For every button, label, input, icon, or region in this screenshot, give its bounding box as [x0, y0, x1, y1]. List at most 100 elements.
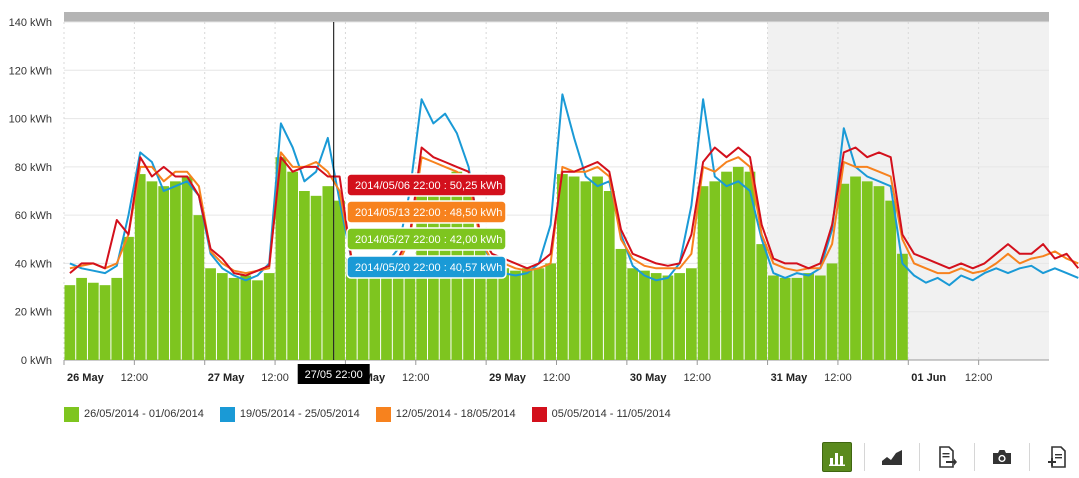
- bar: [803, 273, 814, 360]
- bar: [498, 268, 510, 360]
- tooltip-row: 2014/05/20 22:00 : 40,57 kWh: [346, 255, 507, 279]
- area-chart-button[interactable]: [877, 442, 907, 472]
- bar: [123, 236, 134, 360]
- bar: [533, 268, 545, 360]
- legend-item-week-minus-3[interactable]: 05/05/2014 - 11/05/2014: [531, 406, 671, 422]
- legend-item-current-week[interactable]: 26/05/2014 - 01/06/2014: [64, 406, 204, 422]
- bar: [732, 166, 744, 360]
- bar-chart-icon: [829, 453, 845, 466]
- bar: [345, 258, 357, 360]
- x-tick-label: 12:00: [261, 372, 289, 384]
- bar: [170, 181, 181, 360]
- add-document-icon: [1048, 446, 1066, 468]
- tooltip-row-box: [346, 227, 507, 251]
- bar: [897, 253, 908, 360]
- bar: [134, 174, 146, 360]
- bar: [228, 277, 240, 360]
- bar: [674, 273, 685, 360]
- area-chart-icon: [882, 450, 902, 465]
- navigator-bar: [64, 12, 1049, 22]
- y-tick-label: 80 kWh: [15, 162, 52, 174]
- toolbar-separator: [864, 443, 865, 471]
- camera-icon: [993, 450, 1011, 464]
- x-tick-label: 12:00: [543, 372, 571, 384]
- legend-swatch: [375, 406, 391, 422]
- tooltip-row-box: [346, 200, 507, 224]
- legend-swatch: [64, 406, 79, 422]
- x-tick-label: 12:00: [965, 372, 993, 384]
- bar: [474, 234, 486, 360]
- x-tick-label: 12:00: [824, 372, 852, 384]
- bar: [240, 275, 252, 360]
- bar: [545, 263, 556, 360]
- bar: [756, 244, 768, 360]
- bar: [873, 186, 885, 360]
- tooltip-row-label: 2014/05/20 22:00 : 40,57 kWh: [355, 262, 502, 274]
- tooltip-row-box: [346, 173, 507, 197]
- bar: [369, 268, 381, 360]
- bar: [721, 171, 732, 360]
- energy-chart: 0 kWh 20 kWh 40 kWh 60 kWh 80 kWh 100 kWh 120 …: [9, 12, 1079, 384]
- tooltip-row: 2014/05/13 22:00 : 48,50 kWh: [346, 200, 507, 224]
- bar: [381, 270, 392, 360]
- bar: [263, 273, 275, 360]
- x-tick-label: 30 May: [630, 372, 668, 384]
- x-tick-label: 26 May: [67, 372, 105, 384]
- add-document-button[interactable]: [1042, 442, 1072, 472]
- legend-item-week-minus-1[interactable]: 19/05/2014 - 25/05/2014: [219, 406, 360, 422]
- x-tick-label: 12:00: [121, 372, 149, 384]
- x-tick-label: 29 May: [489, 372, 527, 384]
- y-tick-label: 40 kWh: [15, 258, 52, 270]
- x-tick-label: 12:00: [402, 372, 430, 384]
- tooltip-row-label: 2014/05/13 22:00 : 48,50 kWh: [355, 207, 502, 219]
- bar: [557, 174, 568, 360]
- camera-button[interactable]: [987, 442, 1017, 472]
- y-tick-label: 140 kWh: [9, 17, 52, 29]
- y-tick-label: 20 kWh: [15, 307, 52, 319]
- bar: [744, 171, 756, 360]
- bar: [322, 186, 334, 360]
- bar: [639, 270, 650, 360]
- toolbar-separator: [1029, 443, 1030, 471]
- x-tick-label: 31 May: [771, 372, 809, 384]
- bar: [791, 277, 803, 360]
- bar: [404, 261, 416, 360]
- bar: [310, 195, 322, 360]
- export-document-button[interactable]: [932, 442, 962, 472]
- bar: [603, 191, 615, 360]
- x-tick-label: 27 May: [208, 372, 246, 384]
- bar: [850, 176, 861, 360]
- bar: [521, 268, 533, 360]
- crosshair-label-box: [297, 364, 370, 384]
- bar: [709, 181, 721, 360]
- bar: [885, 200, 897, 360]
- toolbar-separator: [919, 443, 920, 471]
- bar: [685, 268, 697, 360]
- bar: [99, 285, 111, 360]
- bar: [216, 273, 228, 360]
- bar: [299, 191, 310, 360]
- bar: [768, 275, 779, 360]
- bar: [662, 275, 674, 360]
- bar: [826, 263, 838, 360]
- series-line: [69, 93, 1079, 287]
- legend-swatch: [219, 406, 235, 422]
- bar: [486, 268, 498, 360]
- chart-toolbar: [822, 442, 1072, 472]
- tooltip-row: 2014/05/06 22:00 : 50,25 kWh: [346, 173, 507, 197]
- bar: [111, 277, 123, 360]
- bar: [205, 268, 216, 360]
- legend-item-week-minus-2[interactable]: 12/05/2014 - 18/05/2014: [375, 406, 516, 422]
- legend-label: 26/05/2014 - 01/06/2014: [84, 408, 204, 420]
- y-tick-label: 0 kWh: [21, 355, 52, 367]
- legend-label: 19/05/2014 - 25/05/2014: [239, 408, 360, 420]
- toolbar-separator: [974, 443, 975, 471]
- bar: [650, 273, 662, 360]
- legend-swatch: [531, 406, 547, 422]
- legend-label: 12/05/2014 - 18/05/2014: [395, 408, 516, 420]
- tooltip-row-label: 2014/05/06 22:00 : 50,25 kWh: [355, 180, 502, 192]
- bar: [861, 181, 873, 360]
- bar-chart-button[interactable]: [822, 442, 852, 472]
- export-document-icon: [939, 446, 957, 468]
- bar: [357, 263, 369, 360]
